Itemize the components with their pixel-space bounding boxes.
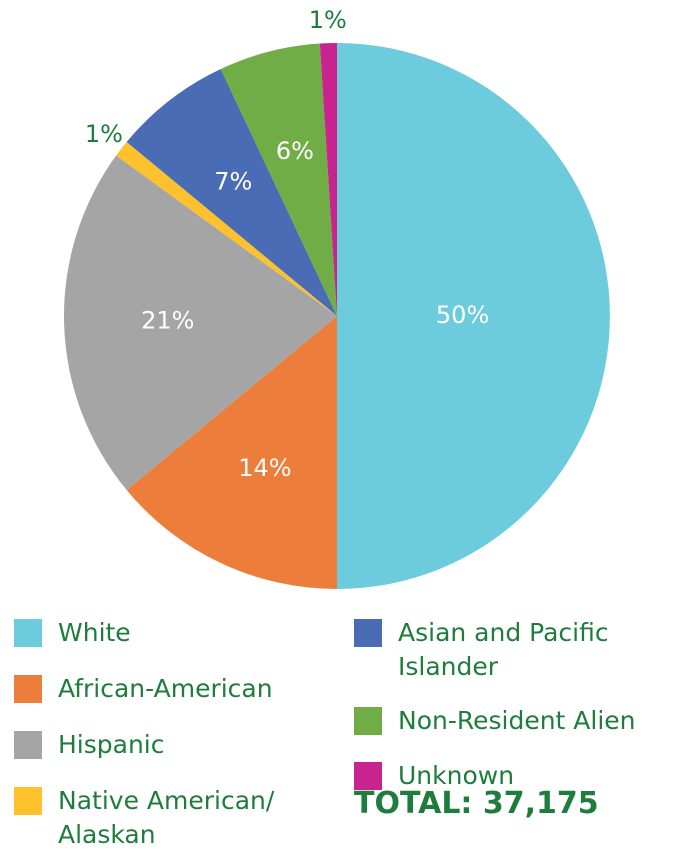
legend-label: White (58, 618, 131, 647)
pie-slice (126, 316, 337, 589)
slice-label: 7% (214, 167, 252, 195)
legend-swatch (14, 731, 42, 759)
legend-swatch (14, 675, 42, 703)
slice-label: 1% (85, 120, 123, 148)
pie-slice (319, 43, 337, 316)
pie-slice (116, 141, 337, 316)
legend-label: African-American (58, 674, 273, 703)
legend-swatch (354, 619, 382, 647)
legend-swatch (354, 762, 382, 790)
legend-swatch (14, 787, 42, 815)
slice-label: 21% (141, 306, 194, 334)
slice-label: 6% (276, 137, 314, 165)
legend-label: Native American/ Alaskan (58, 786, 275, 849)
slice-label: 50% (436, 301, 489, 329)
legend-label: Asian and Pacific Islander (398, 618, 609, 681)
total-annotation: TOTAL: 37,175 (354, 786, 599, 821)
slice-label: 1% (309, 6, 347, 34)
pie-slice (126, 68, 337, 317)
legend-label: Non-Resident Alien (398, 706, 636, 735)
legend-swatch (14, 619, 42, 647)
pie-slice (64, 155, 338, 491)
legend-label: Unknown (398, 761, 515, 790)
pie-slice (220, 43, 337, 317)
legend-swatch (354, 707, 382, 735)
slice-label: 14% (238, 454, 291, 482)
pie-slice (337, 43, 610, 589)
legend-label: Hispanic (58, 730, 165, 759)
